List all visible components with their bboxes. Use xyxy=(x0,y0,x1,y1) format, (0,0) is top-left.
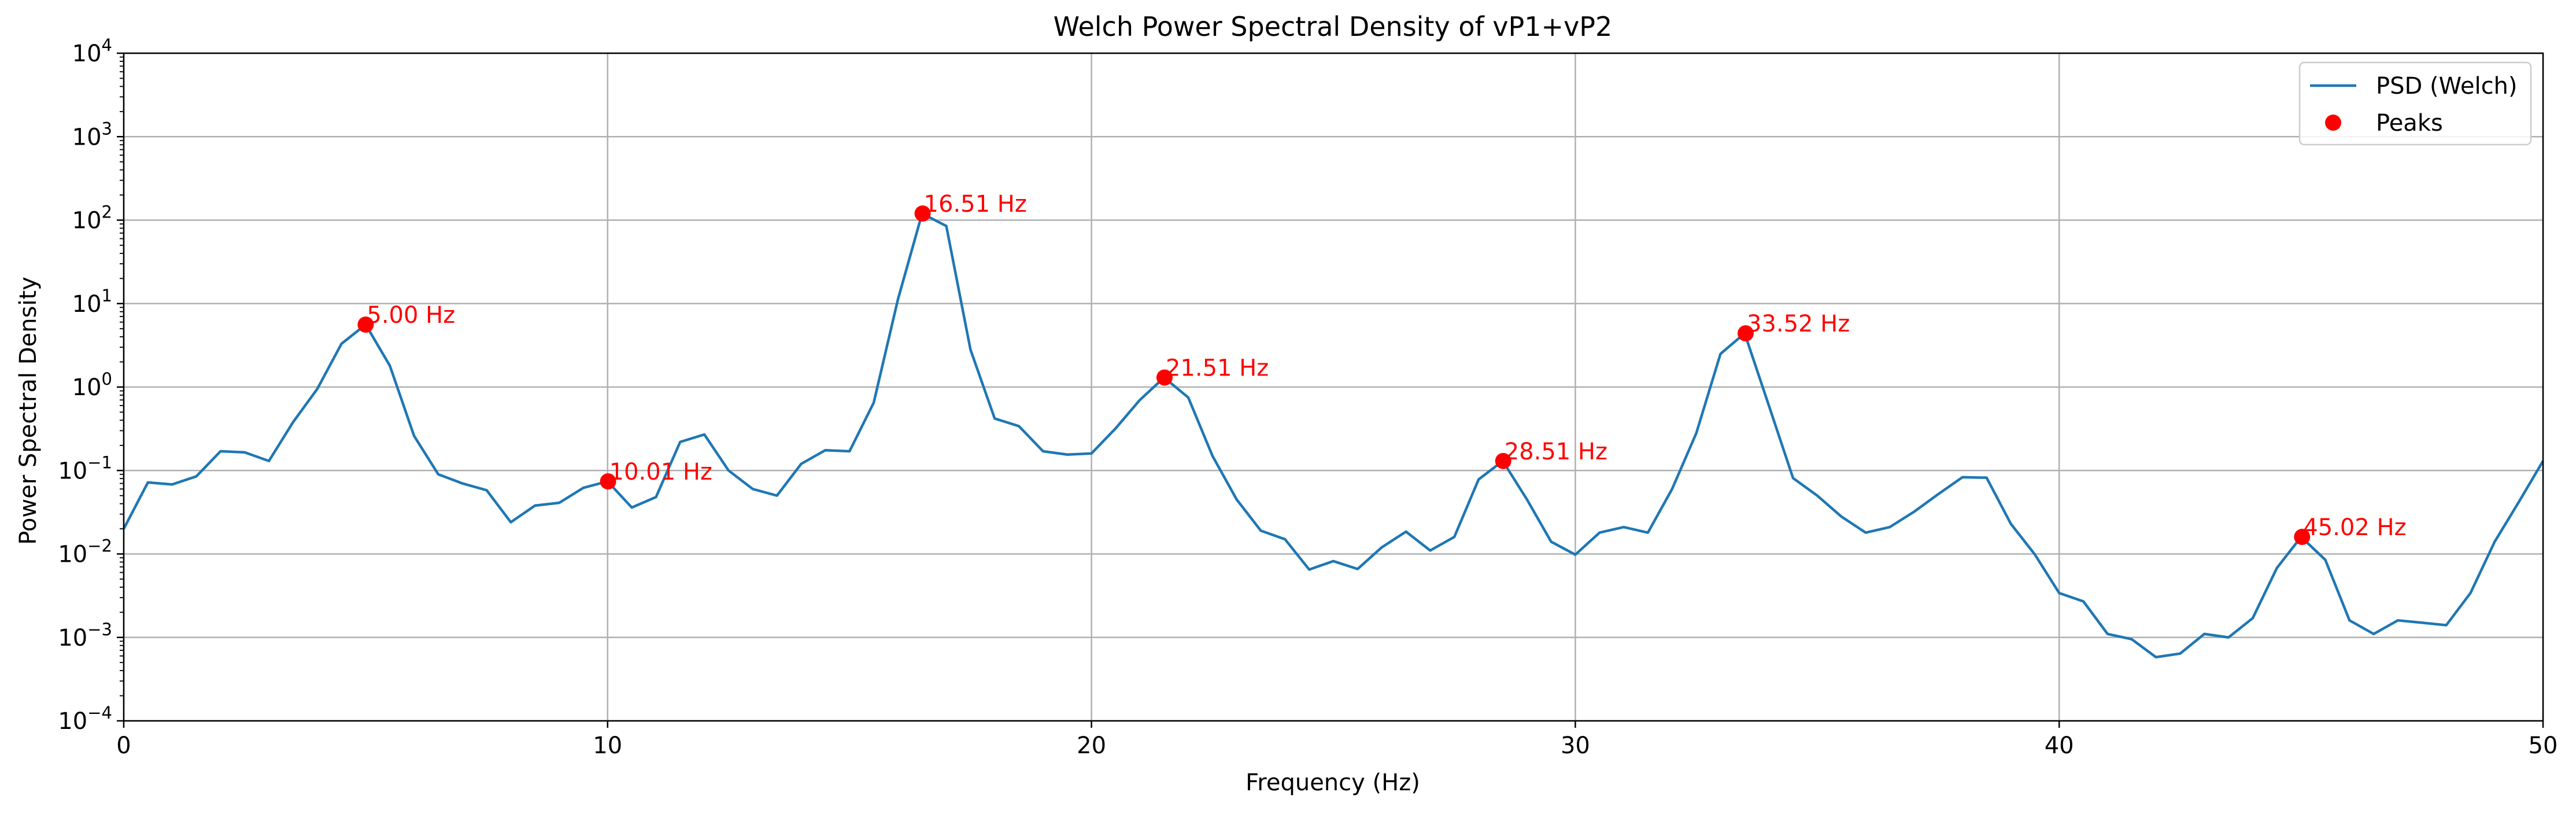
chart-title: Welch Power Spectral Density of vP1+vP2 xyxy=(1054,11,1613,42)
peak-marker xyxy=(2294,529,2311,546)
y-tick-exponent: 0 xyxy=(102,369,112,389)
peak-label: 16.51 Hz xyxy=(924,191,1027,218)
y-tick-base: 10 xyxy=(58,542,87,568)
x-axis-label: Frequency (Hz) xyxy=(1246,769,1420,796)
peak-label: 28.51 Hz xyxy=(1505,439,1607,465)
y-tick-base: 10 xyxy=(58,708,87,735)
y-tick-base: 10 xyxy=(72,124,102,150)
legend-marker-swatch xyxy=(2325,115,2341,131)
x-tick-label: 10 xyxy=(593,732,622,759)
legend-label-peaks: Peaks xyxy=(2376,110,2443,137)
y-tick-label: 101 xyxy=(72,286,112,318)
y-tick-label: 104 xyxy=(72,35,112,67)
y-tick-exponent: 1 xyxy=(102,286,112,305)
y-tick-base: 10 xyxy=(72,374,102,401)
peak-marker xyxy=(600,473,616,490)
peak-label: 5.00 Hz xyxy=(367,302,455,329)
y-tick-exponent: −2 xyxy=(87,536,112,556)
y-tick-label: 102 xyxy=(72,202,112,234)
x-tick-label: 50 xyxy=(2529,732,2558,759)
x-tick-label: 40 xyxy=(2045,732,2074,759)
y-tick-label: 10−2 xyxy=(58,536,112,568)
y-tick-label: 10−1 xyxy=(58,452,112,484)
peak-marker xyxy=(1495,452,1511,469)
peak-label: 21.51 Hz xyxy=(1166,355,1269,382)
y-tick-base: 10 xyxy=(72,291,102,318)
x-tick-label: 0 xyxy=(116,732,131,759)
y-tick-label: 10−3 xyxy=(58,620,112,651)
y-tick-exponent: 4 xyxy=(102,35,112,55)
peak-marker xyxy=(1737,325,1754,342)
y-tick-label: 103 xyxy=(72,119,112,150)
y-tick-base: 10 xyxy=(72,40,102,67)
y-tick-base: 10 xyxy=(58,458,87,484)
y-tick-label: 10−4 xyxy=(58,703,112,735)
y-tick-exponent: −4 xyxy=(87,703,112,723)
peak-marker xyxy=(357,316,374,333)
peak-label: 45.02 Hz xyxy=(2303,514,2406,541)
y-tick-base: 10 xyxy=(58,625,87,651)
y-tick-exponent: −3 xyxy=(87,620,112,639)
y-tick-exponent: 3 xyxy=(102,119,112,138)
plot-series: 5.00 Hz 10.01 Hz 16.51 Hz 21.51 Hz 28.51 Hz 3… xyxy=(123,191,2544,659)
y-tick-base: 10 xyxy=(72,208,102,234)
legend: PSD (Welch) Peaks xyxy=(2298,61,2532,146)
x-tick-label: 30 xyxy=(1561,732,1590,759)
peak-marker xyxy=(914,205,931,222)
legend-box xyxy=(2298,61,2532,146)
axis-ticks: 0 10 20 30 40 5010−410−310−210−11001011021031… xyxy=(58,35,2557,759)
x-tick-label: 20 xyxy=(1077,732,1106,759)
y-axis-label: Power Spectral Density xyxy=(15,277,42,545)
y-tick-label: 100 xyxy=(72,369,112,401)
y-tick-exponent: −1 xyxy=(87,452,112,472)
peak-marker xyxy=(1156,369,1173,386)
peak-label: 10.01 Hz xyxy=(609,459,712,485)
legend-label-psd: PSD (Welch) xyxy=(2376,73,2518,100)
peak-label: 33.52 Hz xyxy=(1747,311,1850,337)
psd-line xyxy=(123,212,2544,659)
y-tick-exponent: 2 xyxy=(102,202,112,222)
